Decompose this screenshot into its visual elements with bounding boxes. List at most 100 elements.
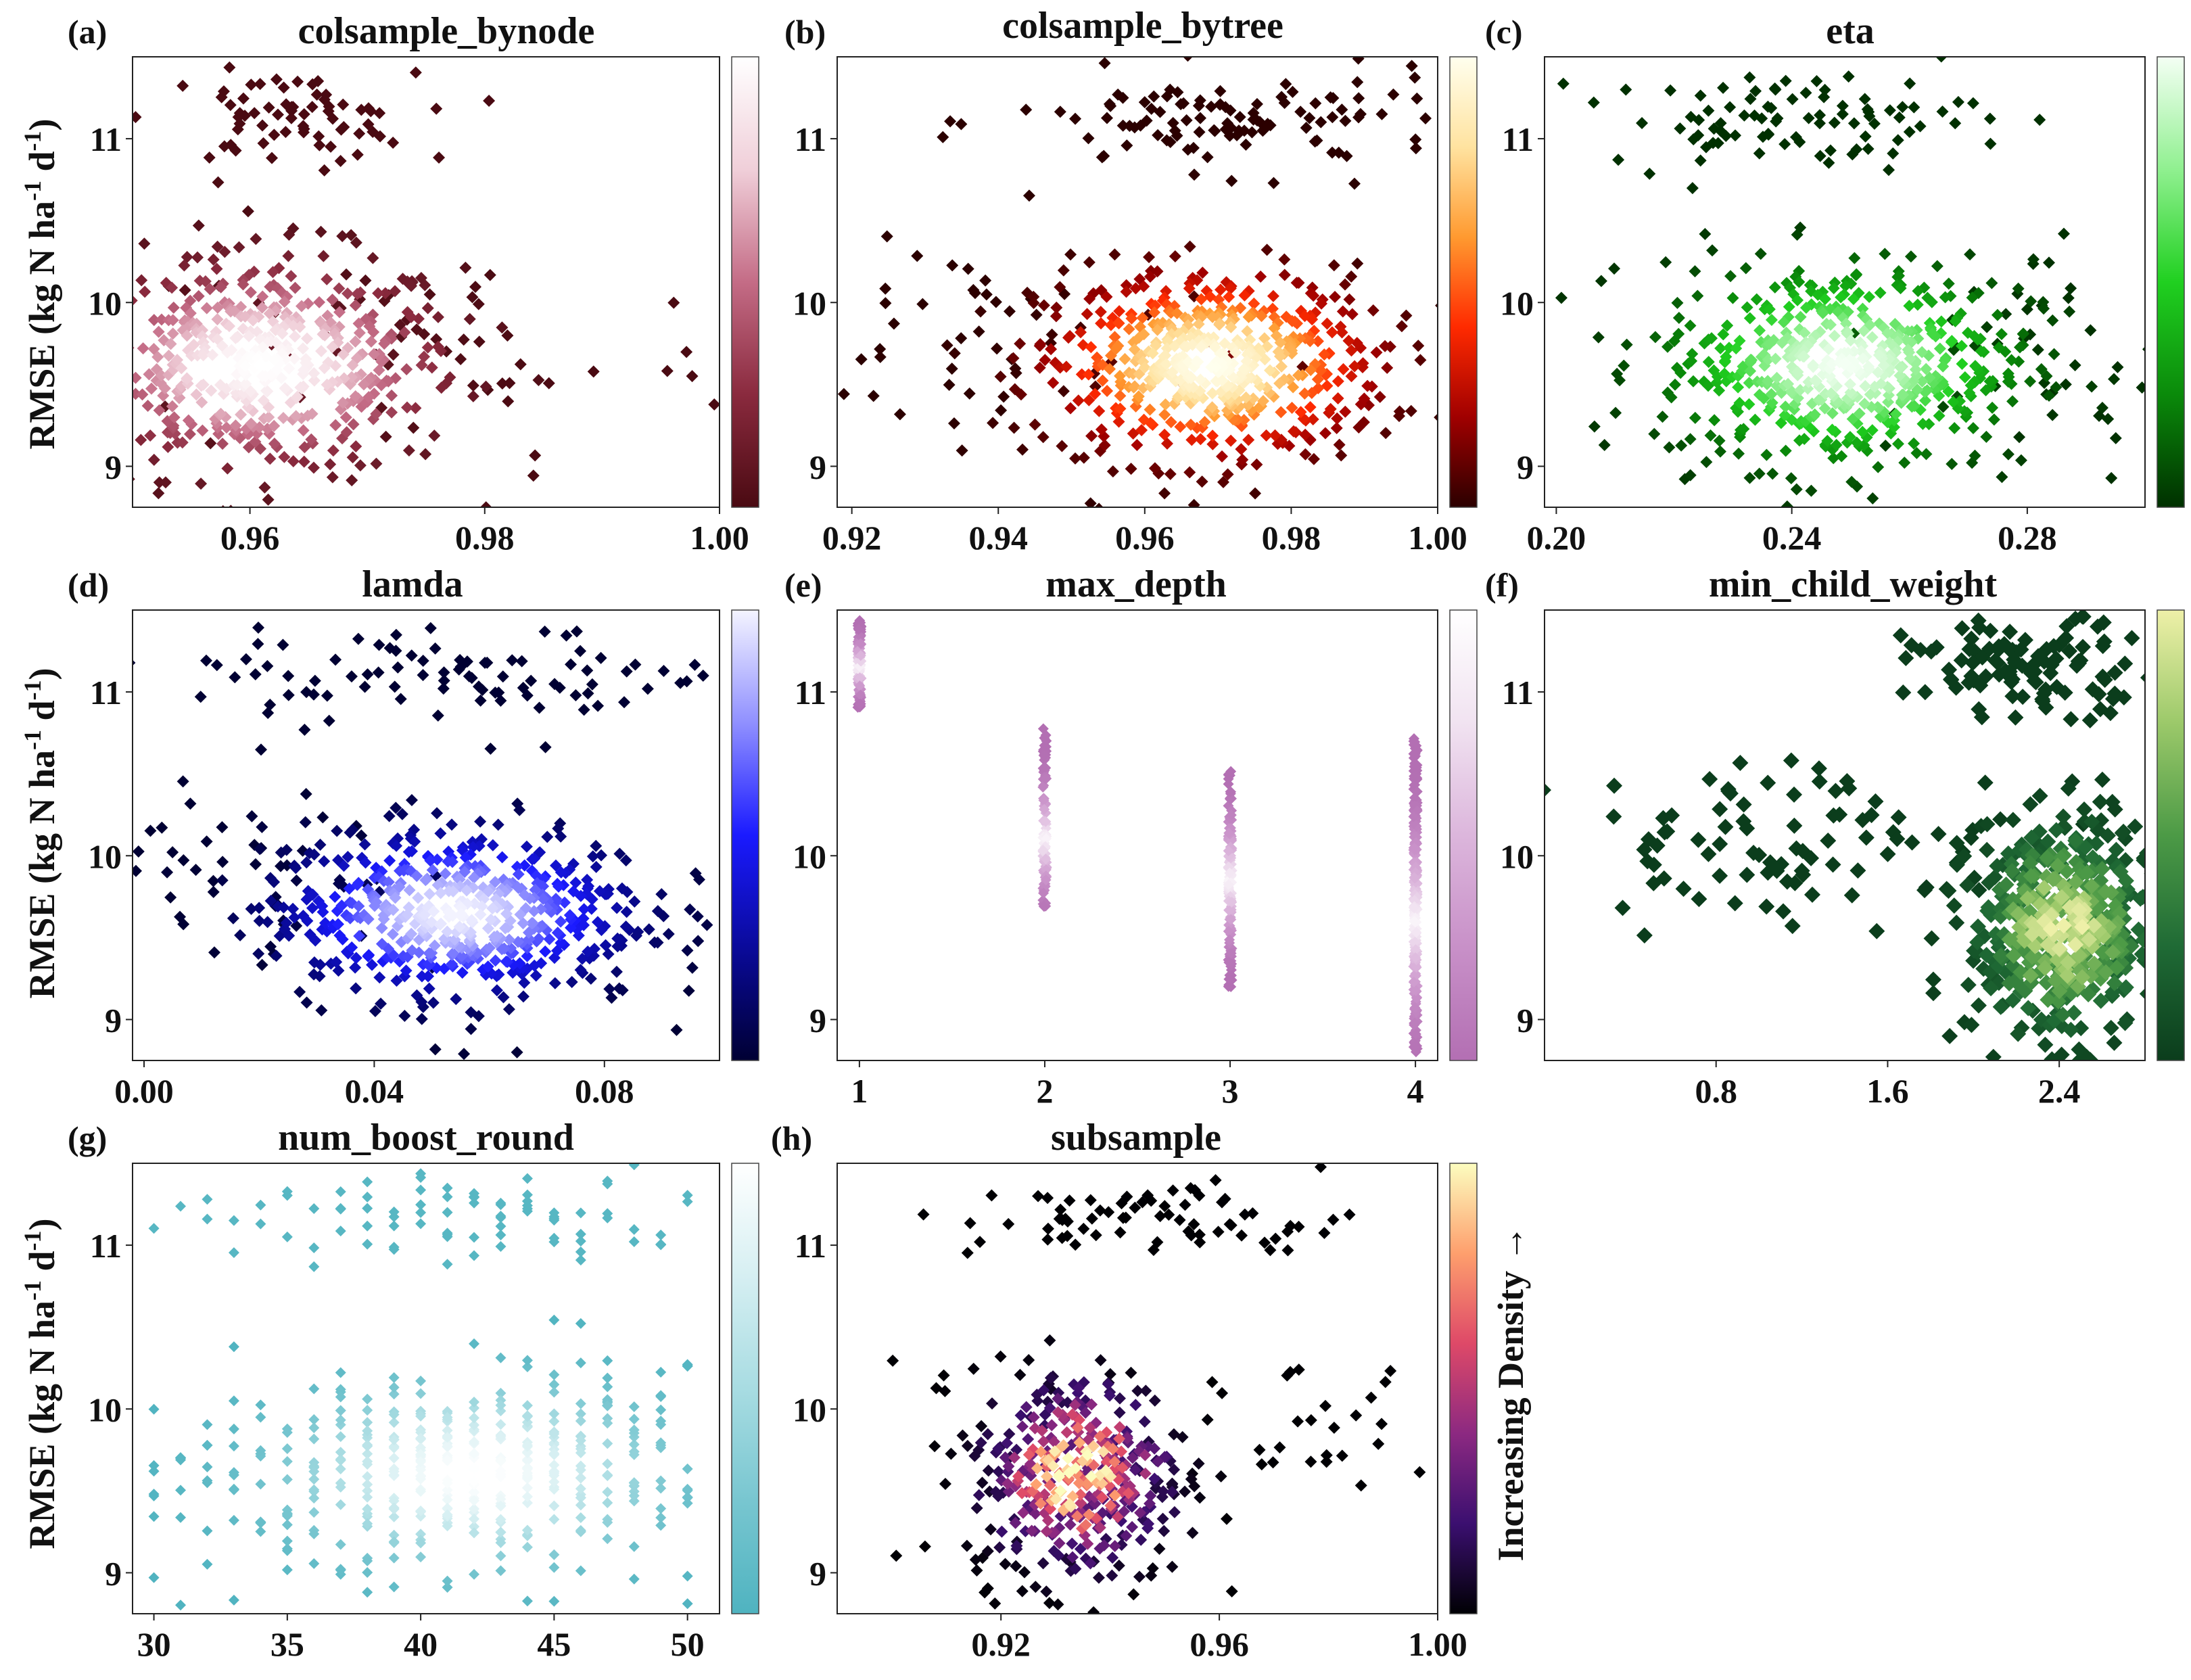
scatter-point	[1408, 977, 1419, 988]
scatter-point	[548, 1386, 560, 1398]
scatter-point	[469, 1448, 480, 1460]
y-axis-label-row1: RMSE (kg N ha-1 d-1)	[19, 118, 62, 449]
scatter-point	[955, 332, 968, 345]
scatter-point	[1733, 334, 1746, 347]
scatter-point	[1712, 867, 1728, 884]
scatter-point	[306, 888, 319, 901]
scatter-point	[1419, 112, 1432, 124]
scatter-point	[482, 885, 495, 898]
scatter-point	[1898, 457, 1911, 469]
scatter-point	[575, 1357, 586, 1369]
scatter-point	[613, 982, 626, 995]
scatter-point	[496, 321, 509, 334]
scatter-point	[282, 689, 295, 701]
scatter-point	[1167, 1428, 1180, 1441]
scatter-point	[483, 95, 496, 108]
scatter-point	[162, 440, 174, 453]
scatter-point	[336, 432, 349, 445]
scatter-point	[1225, 174, 1238, 187]
scatter-point	[379, 430, 392, 443]
scatter-point	[529, 969, 542, 982]
scatter-point	[2035, 363, 2048, 375]
scatter-point	[153, 548, 165, 560]
scatter-point	[1039, 762, 1051, 773]
scatter-point	[1751, 847, 1768, 864]
scatter-point	[2027, 253, 2040, 266]
scatter-point	[1979, 383, 1992, 396]
scatter-point	[207, 253, 220, 266]
scatter-point	[1714, 445, 1726, 458]
scatter-point	[1072, 394, 1085, 407]
scatter-point	[628, 1541, 640, 1552]
scatter-point	[1315, 297, 1328, 310]
scatter-point	[1175, 97, 1187, 110]
scatter-point	[532, 932, 545, 945]
scatter-point	[1138, 96, 1151, 109]
scatter-point	[1701, 771, 1718, 788]
scatter-point	[1018, 1566, 1031, 1579]
scatter-point	[349, 299, 362, 312]
scatter-point	[262, 411, 275, 423]
scatter-point	[337, 98, 350, 111]
scatter-point	[539, 945, 552, 958]
scatter-point	[2071, 1054, 2084, 1060]
scatter-point	[262, 493, 275, 506]
scatter-point	[1022, 189, 1035, 202]
scatter-point	[854, 680, 866, 692]
scatter-point	[1799, 302, 1812, 314]
scatter-point	[1077, 1222, 1090, 1235]
scatter-point	[1714, 342, 1727, 354]
scatter-point	[1818, 402, 1831, 415]
points	[1545, 610, 2145, 1060]
scatter-point	[1020, 1401, 1033, 1414]
scatter-point	[1946, 897, 1962, 914]
scatter-point	[1741, 301, 1753, 314]
scatter-point	[1411, 927, 1422, 938]
scatter-point	[435, 345, 448, 358]
scatter-point	[362, 1203, 373, 1214]
scatter-point	[1942, 277, 1955, 290]
scatter-point	[469, 1192, 480, 1203]
scatter-point	[2024, 926, 2041, 943]
scatter-point	[1900, 333, 1912, 346]
scatter-point	[463, 312, 476, 325]
scatter-point	[1848, 252, 1861, 264]
scatter-point	[2031, 344, 2044, 356]
scatter-point	[98, 414, 110, 426]
scatter-point	[442, 1485, 453, 1496]
scatter-point	[281, 1519, 293, 1531]
scatter-point	[575, 1483, 586, 1495]
scatter-point	[1926, 327, 1939, 340]
scatter-point	[488, 931, 500, 943]
scatter-point	[1292, 1363, 1305, 1376]
scatter-point	[1125, 1366, 1137, 1379]
scatter-point	[1181, 143, 1194, 156]
panel-label: (d)	[68, 566, 109, 604]
scatter-point	[2106, 1034, 2123, 1051]
scatter-point	[1620, 338, 1633, 351]
scatter-point	[1963, 387, 1976, 400]
scatter-point	[1304, 401, 1317, 414]
scatter-point	[761, 348, 774, 360]
scatter-point	[1016, 1585, 1029, 1597]
scatter-point	[308, 367, 321, 379]
scatter-point	[1069, 452, 1082, 465]
scatter-point	[1778, 409, 1791, 421]
scatter-point	[362, 1176, 373, 1188]
scatter-point	[1769, 352, 1782, 365]
scatter-point	[321, 378, 333, 391]
scatter-point	[503, 933, 516, 946]
scatter-point	[1866, 424, 1879, 437]
scatter-point	[1210, 375, 1223, 388]
scatter-point	[548, 1232, 560, 1244]
scatter-point	[1648, 427, 1661, 440]
scatter-point	[2086, 955, 2103, 972]
scatter-point	[1365, 1391, 1377, 1404]
scatter-point	[437, 682, 450, 695]
scatter-point	[1298, 310, 1311, 323]
scatter-point	[602, 1394, 613, 1405]
scatter-point	[1290, 277, 1303, 289]
scatter-point	[1304, 364, 1317, 377]
scatter-point	[388, 1409, 400, 1420]
scatter-point	[1609, 406, 1622, 419]
